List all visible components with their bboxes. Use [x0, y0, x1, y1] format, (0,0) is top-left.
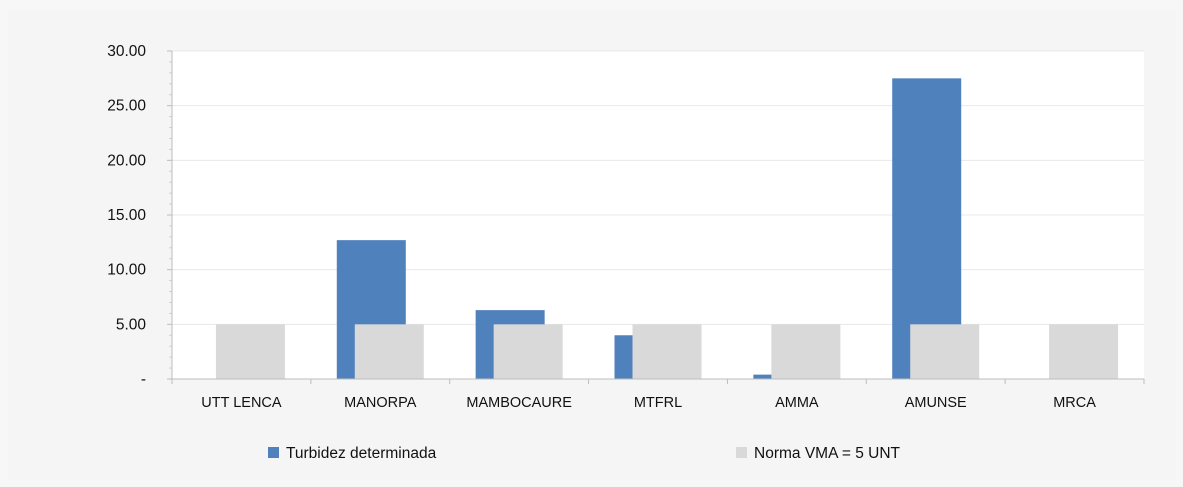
y-tick-label: 30.00: [107, 43, 146, 60]
bar-norma: [493, 324, 563, 379]
bar-norma: [910, 324, 980, 379]
legend-swatch: [736, 447, 747, 458]
y-tick-label: 20.00: [107, 152, 146, 169]
x-axis-labels: UTT LENCA MANORPA MAMBOCAURE MTFRL AMMA AMUNS…: [201, 395, 1096, 411]
bar-norma: [215, 324, 285, 379]
bar-norma: [632, 324, 702, 379]
y-axis-ticks: - 5.00 10.00 15.00 20.00 25.00 30.00: [107, 43, 172, 388]
bars: [215, 78, 1119, 379]
y-tick-label: 5.00: [116, 316, 147, 333]
legend: Turbidez determinada Norma VMA = 5 UNT: [268, 445, 901, 462]
bar-norma: [771, 324, 841, 379]
x-category-label: MAMBOCAURE: [466, 395, 572, 411]
y-tick-label: 15.00: [107, 207, 146, 224]
x-category-label: MRCA: [1053, 395, 1096, 411]
axes: [171, 51, 1145, 384]
x-category-label: AMMA: [775, 395, 819, 411]
x-category-label: MANORPA: [344, 395, 417, 411]
bar-norma: [354, 324, 424, 379]
bar-norma: [1049, 324, 1119, 379]
x-category-label: UTT LENCA: [201, 395, 282, 411]
legend-label: Turbidez determinada: [286, 445, 437, 462]
x-category-label: AMUNSE: [905, 395, 967, 411]
legend-label: Norma VMA = 5 UNT: [754, 445, 901, 462]
x-category-label: MTFRL: [634, 395, 682, 411]
legend-swatch: [268, 447, 279, 458]
y-tick-label: -: [141, 371, 146, 388]
y-tick-label: 10.00: [107, 262, 146, 279]
y-tick-label: 25.00: [107, 98, 146, 115]
